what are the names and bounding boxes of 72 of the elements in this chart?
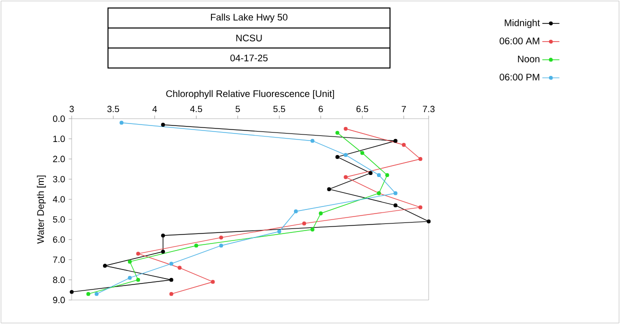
- point: [161, 234, 165, 238]
- point: [344, 126, 348, 131]
- chart-subtitle: NCSU: [236, 34, 262, 42]
- point: [169, 262, 174, 266]
- y-tick-label: 3.0: [53, 176, 65, 182]
- point: [394, 191, 398, 196]
- point: [368, 171, 373, 176]
- x-tick-label: 5.5: [273, 106, 286, 112]
- point: [161, 122, 165, 127]
- y-tick-label: 6.0: [53, 236, 65, 243]
- y-axis-title: Water Depth [m]: [36, 176, 46, 244]
- point: [136, 252, 140, 256]
- y-tick-label: 0.0: [53, 116, 65, 122]
- y-tick-label: 2.0: [53, 156, 65, 162]
- point: [161, 250, 165, 254]
- y-tick-label: 7.0: [53, 256, 65, 263]
- point: [128, 276, 132, 280]
- y-tick-label: 5.0: [53, 216, 65, 223]
- y-tick-label: 1.0: [53, 136, 65, 142]
- point: [402, 142, 406, 147]
- point: [210, 280, 215, 284]
- x-tick-label: 3: [70, 106, 74, 112]
- point: [394, 203, 398, 208]
- point: [169, 292, 174, 296]
- point: [70, 290, 74, 294]
- point: [318, 211, 323, 216]
- point: [310, 228, 314, 232]
- point: [178, 266, 182, 270]
- x-tick-label: 4.5: [190, 106, 202, 112]
- x-tick-label: 7: [402, 106, 406, 112]
- x-tick-label: 3.5: [107, 106, 120, 112]
- point: [327, 187, 332, 192]
- point: [169, 278, 174, 282]
- point: [418, 157, 422, 161]
- y-tick-label: 4.0: [52, 196, 65, 202]
- point: [194, 244, 198, 248]
- point: [385, 173, 390, 178]
- point: [277, 230, 282, 234]
- point: [219, 236, 224, 240]
- point: [310, 138, 314, 143]
- point: [376, 173, 381, 178]
- text: 04-17-25: [230, 54, 268, 62]
- point: [394, 138, 398, 143]
- point: [219, 244, 224, 248]
- point: [94, 292, 99, 296]
- legend-label: Midnight: [504, 19, 540, 28]
- point: [136, 278, 140, 282]
- x-tick-label: 6.5: [356, 106, 368, 112]
- x-tick-label: 6: [318, 106, 323, 112]
- legend-label: Noon: [518, 56, 540, 62]
- point: [86, 292, 90, 296]
- point: [102, 264, 107, 268]
- y-tick-label: 9.0: [53, 296, 65, 304]
- point: [344, 153, 348, 157]
- y-tick-label: 8.0: [53, 276, 65, 284]
- x-tick-label: 4: [152, 106, 157, 112]
- chart-title: Falls Lake Hwy 50: [210, 14, 288, 22]
- point: [426, 219, 431, 224]
- legend-label: 06:00 AM: [500, 38, 540, 44]
- point: [294, 209, 298, 214]
- point: [335, 130, 340, 135]
- point: [360, 150, 364, 155]
- point: [120, 120, 124, 125]
- x-tick-label: 5: [236, 106, 240, 112]
- x-axis-title: Chlorophyll Relative Fluorescence [Unit]: [166, 90, 334, 99]
- x-tick-label: 7.3: [422, 106, 435, 112]
- point: [302, 221, 306, 226]
- point: [335, 155, 340, 159]
- point: [344, 175, 348, 180]
- legend-label: 06:00 PM: [500, 74, 540, 80]
- point: [128, 260, 132, 264]
- point: [418, 205, 422, 210]
